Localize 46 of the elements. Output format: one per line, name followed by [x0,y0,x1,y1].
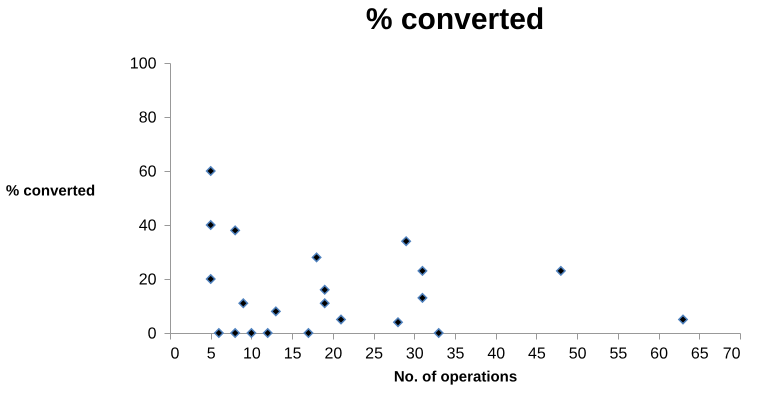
x-tick-label: 15 [284,346,302,362]
x-tick-label: 5 [206,346,216,362]
x-tick-label: 0 [170,346,180,362]
x-tick-label: 50 [568,346,587,362]
point [206,220,216,230]
point [393,317,403,328]
point [678,314,688,324]
x-tick-label: 25 [365,346,384,362]
chart-title: % converted [366,3,544,36]
point [238,298,248,308]
point [434,328,444,338]
point [312,252,322,262]
x-tick-label: 60 [650,346,668,362]
x-tick-label: 55 [609,346,628,362]
x-tick-label: 10 [243,346,261,362]
y-axis-title: % converted [6,182,96,200]
x-tick-label: 20 [324,346,342,362]
y-tick-label: 80 [138,110,157,126]
point [320,284,330,295]
x-tick-label: 35 [446,346,464,362]
point [556,266,566,276]
point [246,328,256,338]
point [270,306,281,316]
point [262,328,273,338]
y-tick-label: 0 [148,326,157,342]
x-axis-title: No. of operations [394,368,518,386]
point [230,225,240,236]
x-tick-label: 40 [487,346,506,362]
y-tick-label: 20 [138,272,157,288]
y-tick-label: 100 [130,56,157,72]
point [417,266,428,276]
point [417,292,428,303]
point [336,314,346,324]
x-tick-label: 30 [406,346,424,362]
x-tick-label: 70 [722,346,741,362]
y-tick-label: 60 [138,164,157,180]
x-tick-label: 45 [528,346,546,362]
point [303,328,314,338]
point [206,274,216,284]
point [230,328,240,338]
x-tick-label: 65 [690,346,709,362]
point [206,166,216,176]
point [214,328,224,338]
y-tick-label: 40 [138,218,157,234]
point [320,298,330,308]
point [401,236,412,246]
